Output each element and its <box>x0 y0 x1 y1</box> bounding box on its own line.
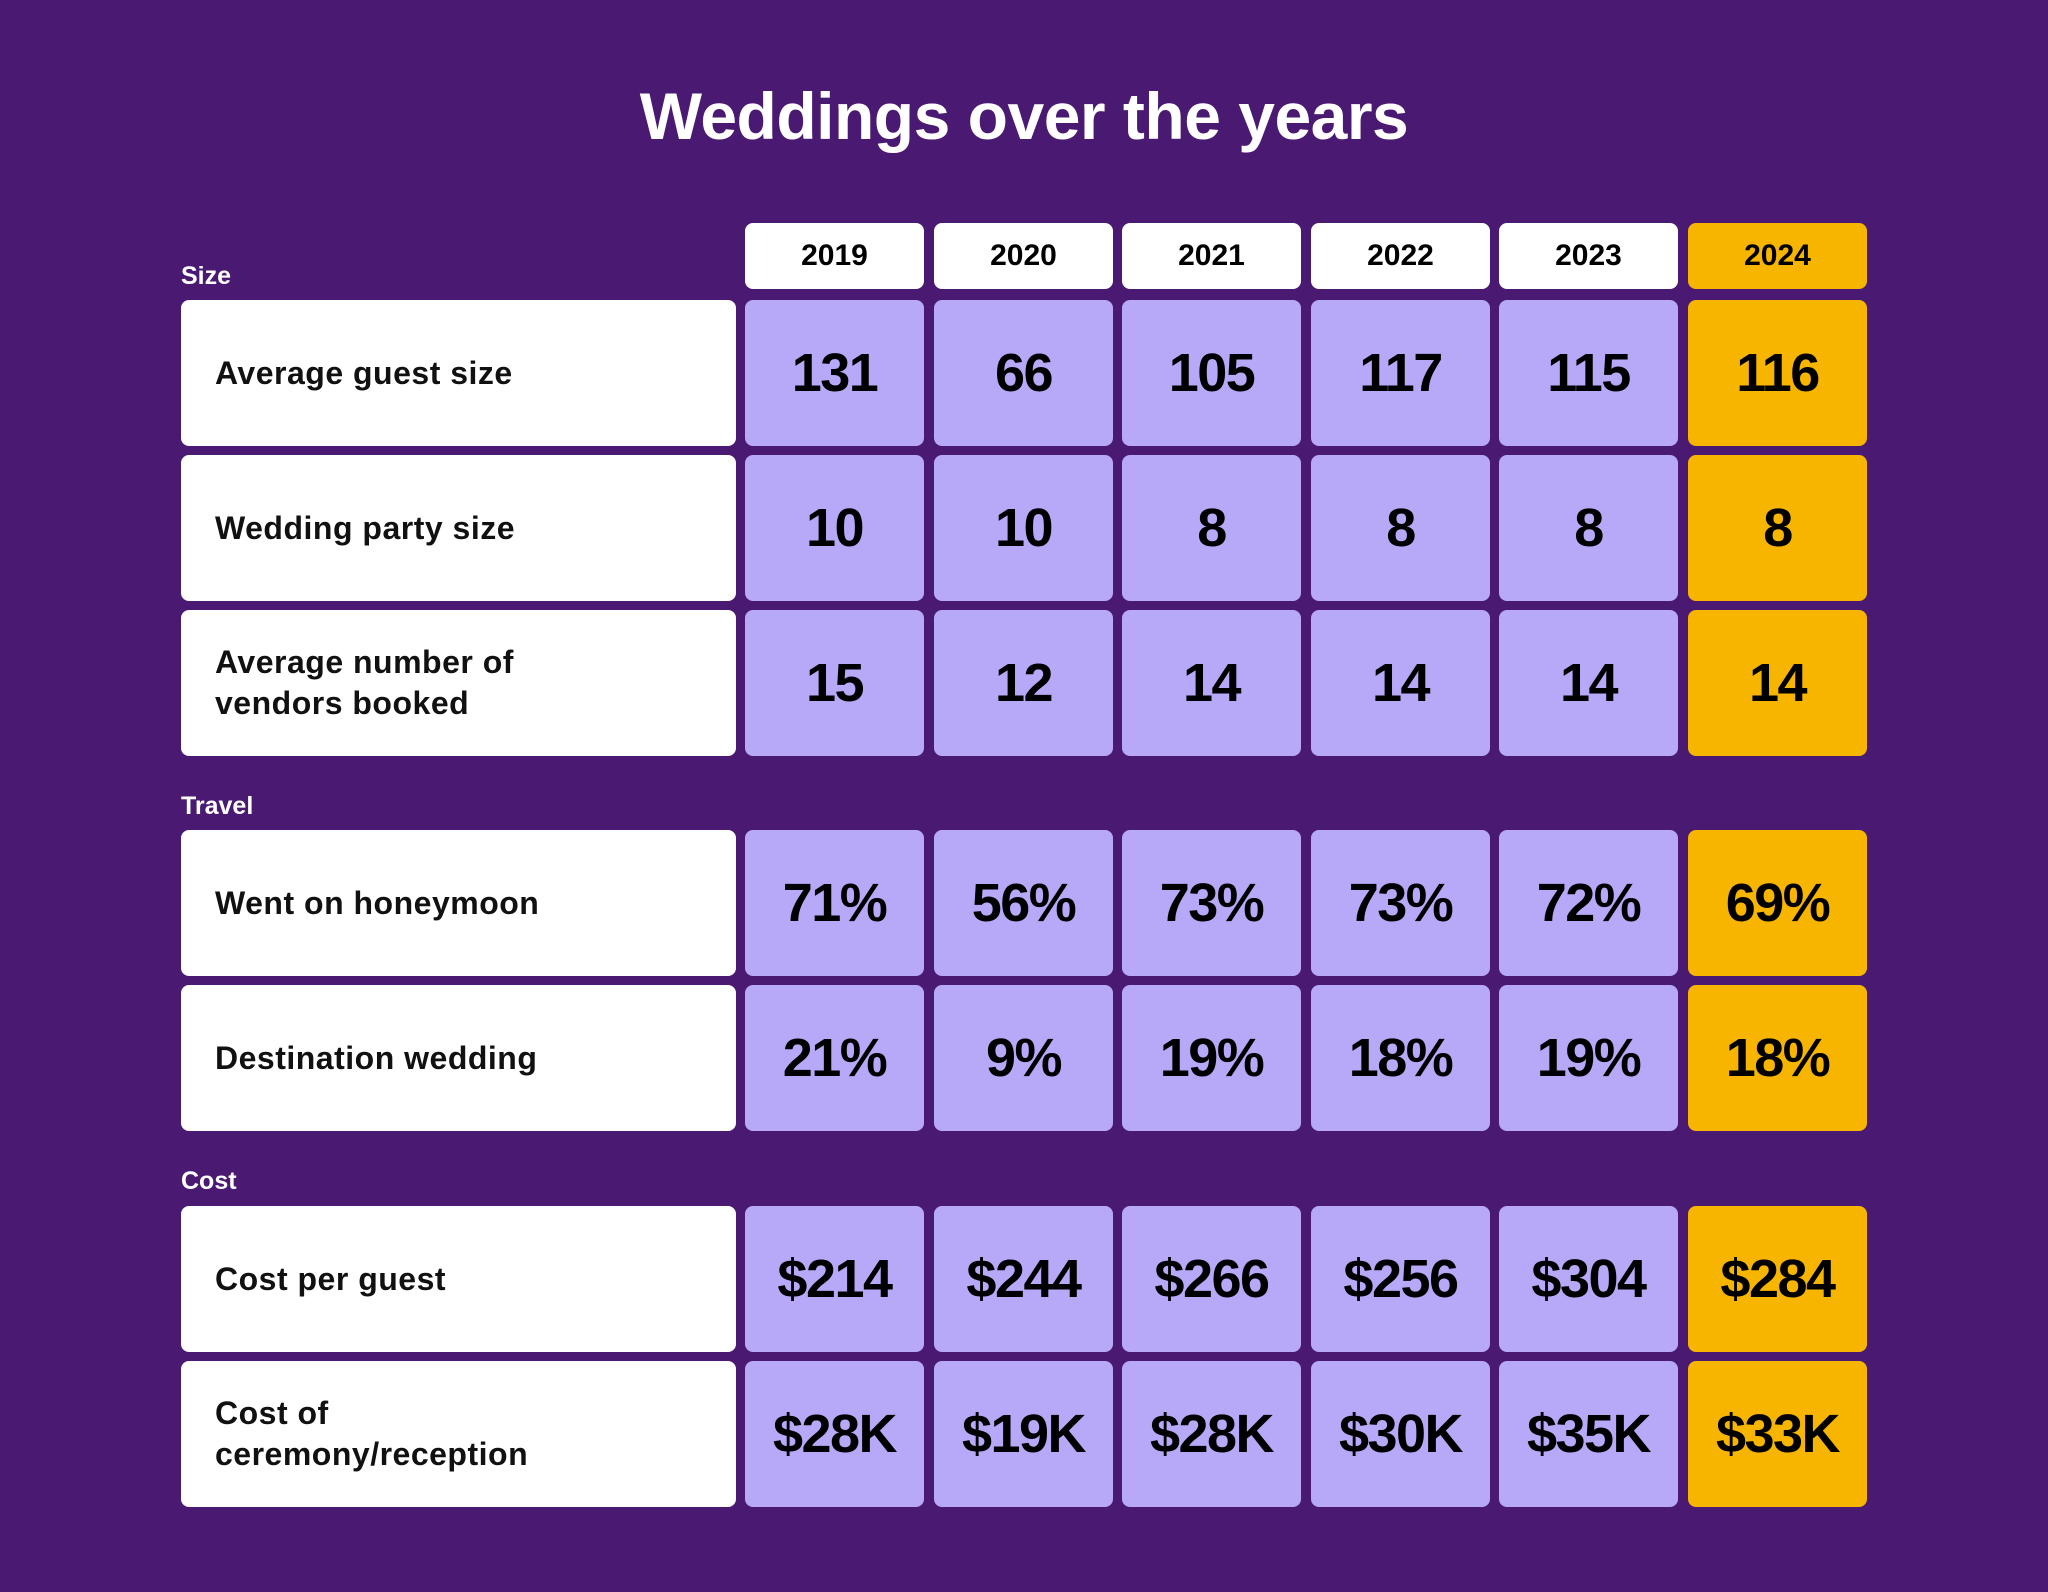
row-label-text: Cost of ceremony/reception <box>215 1395 529 1472</box>
data-cell-2020: 10 <box>934 455 1113 601</box>
data-cell-2024: $284 <box>1688 1206 1867 1352</box>
data-cell-2020: 56% <box>934 830 1113 976</box>
data-cell-2022: $30K <box>1311 1361 1490 1507</box>
data-cell-2024: 8 <box>1688 455 1867 601</box>
year-header-2023: 2023 <box>1499 223 1678 289</box>
data-cell-2022: $256 <box>1311 1206 1490 1352</box>
row-label-text: Cost per guest <box>215 1260 447 1297</box>
data-cell-2024: 14 <box>1688 610 1867 756</box>
data-cell-2020: $244 <box>934 1206 1113 1352</box>
data-cell-2020: $19K <box>934 1361 1113 1507</box>
data-cell-2022: 14 <box>1311 610 1490 756</box>
data-cell-2022: 117 <box>1311 300 1490 446</box>
data-cell-2020: 66 <box>934 300 1113 446</box>
data-cell-2019: 131 <box>745 300 924 446</box>
section-label-cost: Cost <box>181 1167 237 1195</box>
data-cell-2022: 73% <box>1311 830 1490 976</box>
data-cell-2020: 12 <box>934 610 1113 756</box>
data-cell-2024: 69% <box>1688 830 1867 976</box>
chart-title: Weddings over the years <box>639 79 1409 153</box>
section-label-travel: Travel <box>181 792 254 820</box>
row-label: Destination wedding <box>181 985 736 1131</box>
data-cell-2021: 19% <box>1122 985 1301 1131</box>
data-cell-2023: 8 <box>1499 455 1678 601</box>
year-header-2020: 2020 <box>934 223 1113 289</box>
row-label: Average guest size <box>181 300 736 446</box>
data-cell-2019: 10 <box>745 455 924 601</box>
row-label: Went on honeymoon <box>181 830 736 976</box>
data-cell-2021: $266 <box>1122 1206 1301 1352</box>
row-label: Average number of vendors booked <box>181 610 736 756</box>
row-label-text: Went on honeymoon <box>215 884 540 921</box>
data-cell-2021: $28K <box>1122 1361 1301 1507</box>
data-cell-2023: 72% <box>1499 830 1678 976</box>
data-cell-2024: 18% <box>1688 985 1867 1131</box>
data-cell-2021: 14 <box>1122 610 1301 756</box>
data-cell-2020: 9% <box>934 985 1113 1131</box>
data-cell-2023: 14 <box>1499 610 1678 756</box>
data-cell-2021: 8 <box>1122 455 1301 601</box>
year-header-2024: 2024 <box>1688 223 1867 289</box>
data-cell-2021: 73% <box>1122 830 1301 976</box>
row-label-text: Destination wedding <box>215 1039 538 1076</box>
row-label: Cost of ceremony/reception <box>181 1361 736 1507</box>
data-cell-2023: $35K <box>1499 1361 1678 1507</box>
data-cell-2019: $214 <box>745 1206 924 1352</box>
data-cell-2021: 105 <box>1122 300 1301 446</box>
data-cell-2023: 19% <box>1499 985 1678 1131</box>
data-cell-2019: 15 <box>745 610 924 756</box>
data-cell-2023: $304 <box>1499 1206 1678 1352</box>
year-header-2021: 2021 <box>1122 223 1301 289</box>
row-label-text: Wedding party size <box>215 509 516 546</box>
data-cell-2022: 8 <box>1311 455 1490 601</box>
data-cell-2024: 116 <box>1688 300 1867 446</box>
section-label-size: Size <box>181 262 232 290</box>
data-cell-2024: $33K <box>1688 1361 1867 1507</box>
year-header-2022: 2022 <box>1311 223 1490 289</box>
row-label-text: Average guest size <box>215 354 513 391</box>
data-cell-2019: $28K <box>745 1361 924 1507</box>
row-label: Cost per guest <box>181 1206 736 1352</box>
data-cell-2019: 71% <box>745 830 924 976</box>
data-cell-2019: 21% <box>745 985 924 1131</box>
year-header-2019: 2019 <box>745 223 924 289</box>
row-label-text: Average number of vendors booked <box>215 644 514 721</box>
row-label: Wedding party size <box>181 455 736 601</box>
data-cell-2023: 115 <box>1499 300 1678 446</box>
data-cell-2022: 18% <box>1311 985 1490 1131</box>
